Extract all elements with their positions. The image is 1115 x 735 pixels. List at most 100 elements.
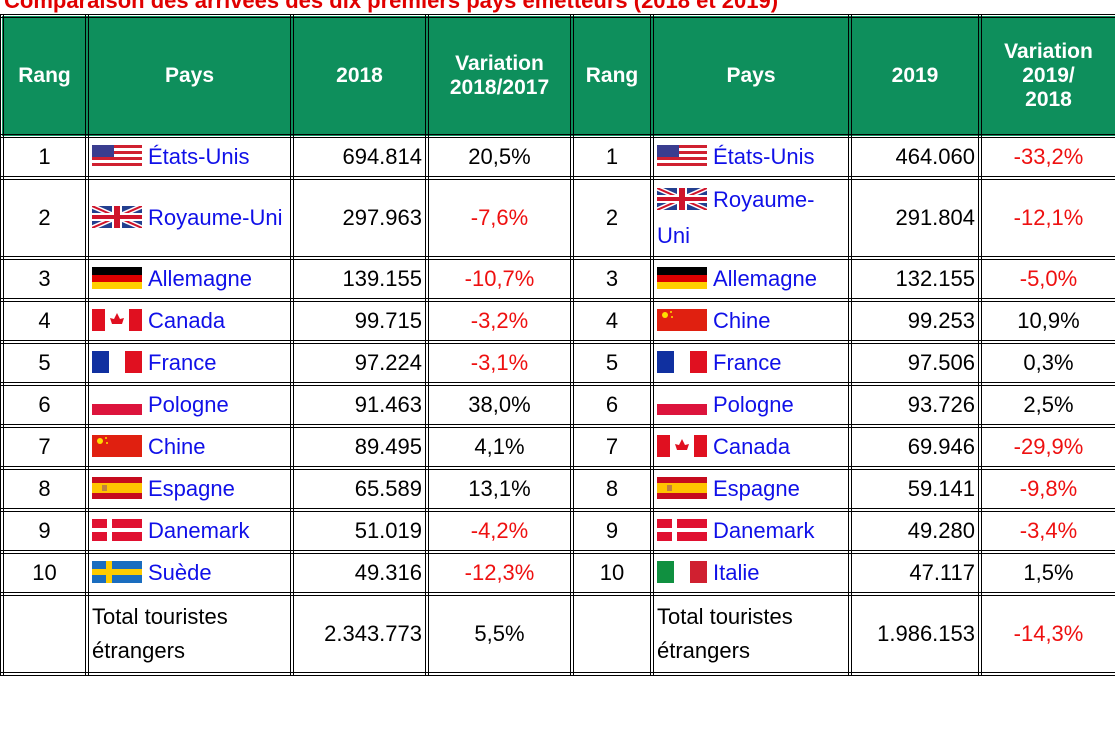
count-cell: 97.506 <box>848 340 982 386</box>
country-cell: Italie <box>650 550 852 596</box>
country-name: Canada <box>713 434 791 459</box>
count-cell: 51.019 <box>290 508 429 554</box>
country-cell: Pologne <box>650 382 852 428</box>
country-cell: Canada <box>85 298 294 344</box>
variation-cell: -7,6% <box>425 176 574 260</box>
variation-cell: -3,4% <box>978 508 1115 554</box>
count-cell: 91.463 <box>290 382 429 428</box>
count-cell: 93.726 <box>848 382 982 428</box>
flag-icon <box>657 435 707 457</box>
rank-cell: 6 <box>0 382 89 428</box>
flag-icon <box>657 309 707 331</box>
column-header: Pays <box>650 14 852 138</box>
rank-cell: 10 <box>0 550 89 596</box>
flag-icon <box>657 267 707 289</box>
data-row: 8 Espagne 65.589 13,1% 8 Espagne 59.141 -9,8% <box>0 466 1115 512</box>
data-row: 4 Canada 99.715 -3,2% 4 Chine 99.253 10,9% <box>0 298 1115 344</box>
variation-cell: -12,3% <box>425 550 574 596</box>
flag-icon <box>92 309 142 331</box>
data-row: 3 Allemagne 139.155 -10,7% 3 Allemagne 132.155… <box>0 256 1115 302</box>
flag-icon <box>657 393 707 415</box>
header-row: Rang Pays 2018 Variation 2018/2017 Rang Pays 2… <box>0 14 1115 138</box>
variation-cell: 4,1% <box>425 424 574 470</box>
data-row: 7 Chine 89.495 4,1% 7 Canada 69.946 -29,9% <box>0 424 1115 470</box>
count-cell: 99.715 <box>290 298 429 344</box>
country-name: Espagne <box>148 476 235 501</box>
count-cell: 139.155 <box>290 256 429 302</box>
country-name: Royaume-Uni <box>657 187 815 248</box>
count-cell: 291.804 <box>848 176 982 260</box>
count-cell: 89.495 <box>290 424 429 470</box>
rank-cell <box>570 592 654 676</box>
count-cell: 99.253 <box>848 298 982 344</box>
data-row: 5 France 97.224 -3,1% 5 France 97.506 0,3% <box>0 340 1115 386</box>
count-cell: 49.280 <box>848 508 982 554</box>
count-cell: 65.589 <box>290 466 429 512</box>
country-cell: Canada <box>650 424 852 470</box>
country-name: Allemagne <box>148 266 252 291</box>
rank-cell: 7 <box>570 424 654 470</box>
variation-cell: 5,5% <box>425 592 574 676</box>
count-cell: 1.986.153 <box>848 592 982 676</box>
flag-icon <box>90 203 144 231</box>
country-cell: Royaume-Uni <box>650 176 852 260</box>
rank-cell: 2 <box>570 176 654 260</box>
column-header: 2018 <box>290 14 429 138</box>
total-row: Total touristes étrangers 2.343.773 5,5% To… <box>0 592 1115 676</box>
flag-icon <box>92 351 142 373</box>
country-cell: France <box>650 340 852 386</box>
count-cell: 97.224 <box>290 340 429 386</box>
flag-icon <box>657 351 707 373</box>
data-row: 2 Royaume-Uni 297.963 -7,6% 2 Royaume-Uni 291.… <box>0 176 1115 260</box>
flag-icon <box>92 477 142 499</box>
column-header: Rang <box>570 14 654 138</box>
data-row: 6 Pologne 91.463 38,0% 6 Pologne 93.726 2,5% <box>0 382 1115 428</box>
flag-icon <box>92 145 142 167</box>
count-cell: 47.117 <box>848 550 982 596</box>
country-name: Italie <box>713 560 760 585</box>
variation-cell: -3,1% <box>425 340 574 386</box>
variation-cell: -3,2% <box>425 298 574 344</box>
flag-icon <box>92 519 142 541</box>
data-row: 1 États-Unis 694.814 20,5% 1 États-Unis 464.06… <box>0 134 1115 180</box>
flag-icon <box>92 267 142 289</box>
rank-cell: 6 <box>570 382 654 428</box>
column-header: Variation 2018/2017 <box>425 14 574 138</box>
count-cell: 297.963 <box>290 176 429 260</box>
rank-cell: 9 <box>570 508 654 554</box>
country-name: États-Unis <box>713 144 815 169</box>
variation-cell: -29,9% <box>978 424 1115 470</box>
country-cell: Total touristes étrangers <box>85 592 294 676</box>
count-cell: 132.155 <box>848 256 982 302</box>
country-cell: États-Unis <box>650 134 852 180</box>
flag-icon <box>657 519 707 541</box>
country-cell: Danemark <box>650 508 852 554</box>
variation-cell: 13,1% <box>425 466 574 512</box>
country-name: Pologne <box>713 392 794 417</box>
data-row: 9 Danemark 51.019 -4,2% 9 Danemark 49.280 -3,4% <box>0 508 1115 554</box>
count-cell: 49.316 <box>290 550 429 596</box>
variation-cell: 10,9% <box>978 298 1115 344</box>
variation-cell: -10,7% <box>425 256 574 302</box>
variation-cell: 20,5% <box>425 134 574 180</box>
variation-cell: -9,8% <box>978 466 1115 512</box>
country-cell: Espagne <box>650 466 852 512</box>
variation-cell: -33,2% <box>978 134 1115 180</box>
rank-cell: 3 <box>570 256 654 302</box>
rank-cell: 1 <box>570 134 654 180</box>
variation-cell: 0,3% <box>978 340 1115 386</box>
country-name: Chine <box>713 308 771 333</box>
country-name: Chine <box>148 434 206 459</box>
column-header: Variation 2019/ 2018 <box>978 14 1115 138</box>
arrivals-table: Rang Pays 2018 Variation 2018/2017 Rang Pays 2… <box>0 14 1115 676</box>
country-name: Canada <box>148 308 226 333</box>
count-cell: 59.141 <box>848 466 982 512</box>
rank-cell: 2 <box>0 176 89 260</box>
data-row: 10 Suède 49.316 -12,3% 10 Italie 47.117 1,5% <box>0 550 1115 596</box>
rank-cell: 8 <box>570 466 654 512</box>
variation-cell: 38,0% <box>425 382 574 428</box>
variation-cell: 1,5% <box>978 550 1115 596</box>
country-name: Suède <box>148 560 212 585</box>
flag-icon <box>92 561 142 583</box>
